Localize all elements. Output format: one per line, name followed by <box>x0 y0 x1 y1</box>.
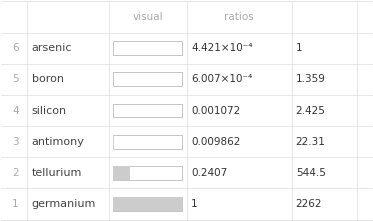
Text: antimony: antimony <box>32 137 85 147</box>
Text: 5: 5 <box>12 74 19 84</box>
Bar <box>113 197 182 211</box>
Text: 1: 1 <box>191 199 198 209</box>
Bar <box>113 197 182 211</box>
Text: 0.001072: 0.001072 <box>191 105 240 116</box>
Text: 4.421×10⁻⁴: 4.421×10⁻⁴ <box>191 43 253 53</box>
Text: 1.359: 1.359 <box>296 74 326 84</box>
Text: 3: 3 <box>12 137 19 147</box>
Text: tellurium: tellurium <box>32 168 82 178</box>
Text: 6.007×10⁻⁴: 6.007×10⁻⁴ <box>191 74 252 84</box>
Text: 6: 6 <box>12 43 19 53</box>
Bar <box>113 72 182 86</box>
Bar <box>113 166 130 180</box>
Text: 1: 1 <box>296 43 303 53</box>
Text: 0.009862: 0.009862 <box>191 137 240 147</box>
Text: arsenic: arsenic <box>32 43 72 53</box>
Text: ratios: ratios <box>225 12 254 22</box>
Bar <box>113 166 182 180</box>
Bar <box>113 104 182 117</box>
Text: 544.5: 544.5 <box>296 168 326 178</box>
Text: 0.2407: 0.2407 <box>191 168 227 178</box>
Text: visual: visual <box>132 12 163 22</box>
Text: 2: 2 <box>12 168 19 178</box>
Text: 2262: 2262 <box>296 199 322 209</box>
Text: 22.31: 22.31 <box>296 137 326 147</box>
Bar <box>113 135 114 149</box>
Text: 4: 4 <box>12 105 19 116</box>
Text: 2.425: 2.425 <box>296 105 326 116</box>
Bar <box>113 135 182 149</box>
Text: germanium: germanium <box>32 199 96 209</box>
Text: 1: 1 <box>12 199 19 209</box>
Bar <box>113 41 182 55</box>
Text: boron: boron <box>32 74 64 84</box>
Text: silicon: silicon <box>32 105 67 116</box>
